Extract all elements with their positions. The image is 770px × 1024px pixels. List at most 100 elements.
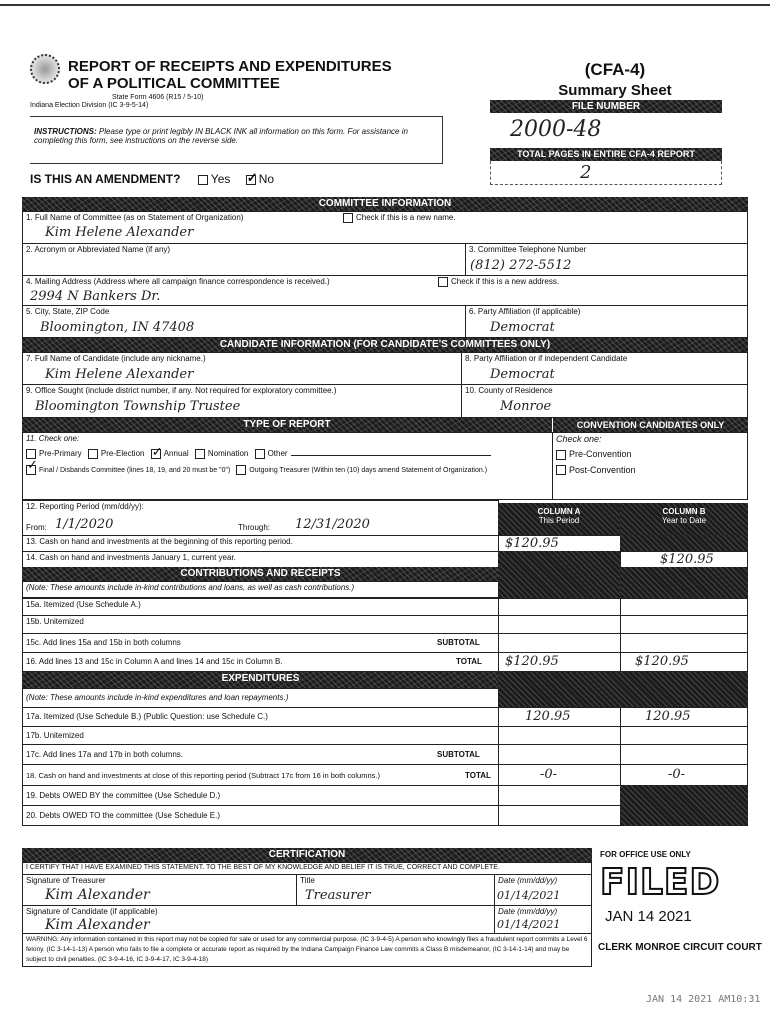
committee-name-label: 1. Full Name of Committee (as on Stateme… bbox=[26, 213, 244, 222]
acronym-field[interactable]: 2. Acronym or Abbreviated Name (if any) bbox=[22, 243, 466, 276]
line-18-col-a[interactable] bbox=[498, 764, 621, 786]
line-20: 20. Debts OWED TO the committee (Use Sch… bbox=[22, 805, 499, 826]
option-label: Outgoing Treasurer (Within ten (10) days… bbox=[249, 466, 488, 474]
no-label: No bbox=[258, 172, 275, 186]
option-final[interactable]: Final / Disbands Committee (lines 18, 19… bbox=[26, 460, 230, 475]
checked-checkbox-icon[interactable] bbox=[26, 460, 38, 475]
county-field[interactable]: 10. County of Residence bbox=[461, 384, 748, 418]
checkbox-icon[interactable] bbox=[236, 464, 247, 475]
line-19-col-a[interactable] bbox=[498, 785, 621, 806]
candidate-info-bar: CANDIDATE INFORMATION (For Candidate's C… bbox=[22, 338, 748, 352]
line-14: 14. Cash on hand and investments January… bbox=[22, 551, 499, 568]
expenditures-note: (Note: These amounts include in-kind exp… bbox=[22, 688, 499, 708]
checkbox-icon[interactable] bbox=[254, 448, 265, 459]
checked-checkbox-icon[interactable] bbox=[150, 444, 163, 460]
convention-check-one: Check one: bbox=[556, 434, 602, 444]
line-15a: 15a. Itemized (Use Schedule A.) bbox=[22, 598, 499, 616]
line-15c-col-a[interactable] bbox=[498, 633, 621, 653]
line-17a-col-a-value: 120.95 bbox=[525, 709, 571, 724]
line-18: 18. Cash on hand and investments at clos… bbox=[22, 764, 499, 786]
column-a-sub: This Period bbox=[538, 516, 580, 525]
option-label: Pre-Election bbox=[100, 449, 145, 458]
amendment-question-label: IS THIS AN AMENDMENT? bbox=[30, 172, 181, 186]
instructions-label: INSTRUCTIONS: bbox=[34, 127, 97, 136]
shaded-cell bbox=[620, 567, 748, 598]
telephone-value: (812) 272-5512 bbox=[470, 258, 572, 273]
state-form-number: State Form 4606 (R15 / 5-10) bbox=[112, 94, 204, 101]
county-value: Monroe bbox=[500, 399, 552, 414]
pre-convention-checkbox[interactable]: Pre-Convention bbox=[556, 449, 744, 460]
candidate-signature: Kim Alexander bbox=[45, 917, 150, 933]
line-20-col-a[interactable] bbox=[498, 805, 621, 826]
state-seal-icon bbox=[30, 54, 60, 84]
received-stamp: JAN 14 2021 AM10:31 bbox=[646, 994, 761, 1005]
new-address-option[interactable]: Check if this is a new address. bbox=[438, 277, 559, 287]
line-15b-col-b[interactable] bbox=[620, 615, 748, 634]
line-17c: 17c. Add lines 17a and 17b in both colum… bbox=[22, 744, 499, 765]
line-15a-col-a[interactable] bbox=[498, 598, 621, 616]
line-15c: 15c. Add lines 15a and 15b in both colum… bbox=[22, 633, 499, 653]
new-address-label: Check if this is a new address. bbox=[451, 277, 560, 287]
party-affiliation-value: Democrat bbox=[490, 320, 555, 335]
party-affiliation-field[interactable]: 6. Party Affiliation (if applicable) bbox=[465, 305, 748, 338]
top-rule bbox=[0, 4, 770, 6]
instructions-text: Please type or print legibly IN BLACK IN… bbox=[34, 127, 408, 145]
line-15c-col-b[interactable] bbox=[620, 633, 748, 653]
option-nomination[interactable]: Nomination bbox=[194, 448, 249, 459]
line-17b-col-a[interactable] bbox=[498, 726, 621, 745]
reporting-period-label: 12. Reporting Period (mm/dd/yy): bbox=[26, 502, 144, 511]
total-pages-bar: TOTAL PAGES IN ENTIRE CFA-4 REPORT bbox=[490, 148, 722, 161]
line-16-col-b[interactable] bbox=[620, 652, 748, 672]
filed-stamp: FILED bbox=[599, 862, 721, 903]
option-label: Other bbox=[267, 449, 288, 458]
amendment-no[interactable]: No bbox=[245, 170, 275, 186]
form-code: (CFA-4) bbox=[584, 60, 646, 79]
total-pages: 2 bbox=[580, 162, 592, 183]
checked-checkbox-icon[interactable] bbox=[245, 170, 258, 186]
option-label: Annual bbox=[163, 449, 189, 458]
amendment-yes[interactable]: Yes bbox=[197, 172, 230, 186]
option-annual[interactable]: Annual bbox=[150, 444, 189, 460]
new-address-checkbox[interactable] bbox=[438, 277, 448, 287]
other-blank-line[interactable] bbox=[290, 448, 491, 456]
column-b-header: COLUMN B Year to Date bbox=[620, 503, 748, 536]
checkbox-icon[interactable] bbox=[556, 449, 566, 460]
checkbox-icon[interactable] bbox=[194, 448, 205, 459]
line-18-col-b-value: -0- bbox=[668, 767, 686, 782]
option-label: Nomination bbox=[207, 449, 249, 458]
clerk-stamp: CLERK MONROE CIRCUIT COURT bbox=[598, 942, 762, 953]
checkbox-icon[interactable] bbox=[87, 448, 98, 459]
division: Indiana Election Division (IC 3-9-5-14) bbox=[30, 102, 149, 109]
checkbox-icon[interactable] bbox=[197, 174, 208, 185]
line-13: 13. Cash on hand and investments at the … bbox=[22, 535, 499, 552]
line-17c-col-a[interactable] bbox=[498, 744, 621, 765]
subtotal-label: SUBTOTAL bbox=[437, 638, 480, 647]
new-name-label: Check if this is a new name. bbox=[356, 213, 456, 223]
option-other[interactable]: Other bbox=[254, 448, 491, 459]
shaded-cell bbox=[498, 672, 748, 708]
option-pre-election[interactable]: Pre-Election bbox=[87, 448, 145, 459]
checkbox-icon[interactable] bbox=[556, 465, 566, 476]
expenditures-bar: EXPENDITURES bbox=[22, 672, 499, 688]
line-15a-col-b[interactable] bbox=[620, 598, 748, 616]
option-outgoing-treasurer[interactable]: Outgoing Treasurer (Within ten (10) days… bbox=[236, 464, 488, 475]
line-15b: 15b. Unitemized bbox=[22, 615, 499, 634]
option-label: Pre-Primary bbox=[39, 449, 82, 458]
line-15b-col-a[interactable] bbox=[498, 615, 621, 634]
new-name-checkbox[interactable] bbox=[343, 213, 353, 223]
line-18-label: 18. Cash on hand and investments at clos… bbox=[26, 771, 380, 780]
mailing-address-value: 2994 N Bankers Dr. bbox=[30, 289, 161, 304]
contributions-bar: CONTRIBUTIONS AND RECEIPTS bbox=[22, 567, 499, 581]
line-14-col-b-value: $120.95 bbox=[660, 552, 714, 567]
column-b-sub: Year to Date bbox=[661, 516, 707, 525]
title-value: Treasurer bbox=[305, 888, 371, 903]
new-name-option[interactable]: Check if this is a new name. bbox=[343, 213, 456, 223]
line-17b-col-b[interactable] bbox=[620, 726, 748, 745]
through-date: 12/31/2020 bbox=[295, 517, 370, 532]
line-17c-col-b[interactable] bbox=[620, 744, 748, 765]
line-17b: 17b. Unitemized bbox=[22, 726, 499, 745]
warning-text: WARNING: Any information contained in th… bbox=[22, 933, 592, 967]
type-of-report-bar: TYPE OF REPORT bbox=[22, 418, 552, 432]
report-type-options-2: Final / Disbands Committee (lines 18, 19… bbox=[26, 460, 549, 476]
post-convention-checkbox[interactable]: Post-Convention bbox=[556, 465, 744, 476]
